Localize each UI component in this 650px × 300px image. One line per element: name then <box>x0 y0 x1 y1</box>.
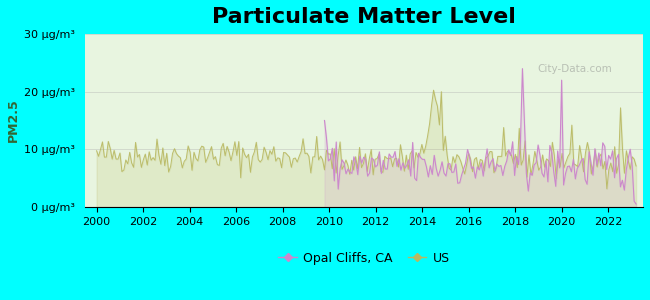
Y-axis label: PM2.5: PM2.5 <box>7 99 20 142</box>
Legend: Opal Cliffs, CA, US: Opal Cliffs, CA, US <box>273 247 455 270</box>
Title: Particulate Matter Level: Particulate Matter Level <box>212 7 516 27</box>
Text: City-Data.com: City-Data.com <box>537 64 612 74</box>
